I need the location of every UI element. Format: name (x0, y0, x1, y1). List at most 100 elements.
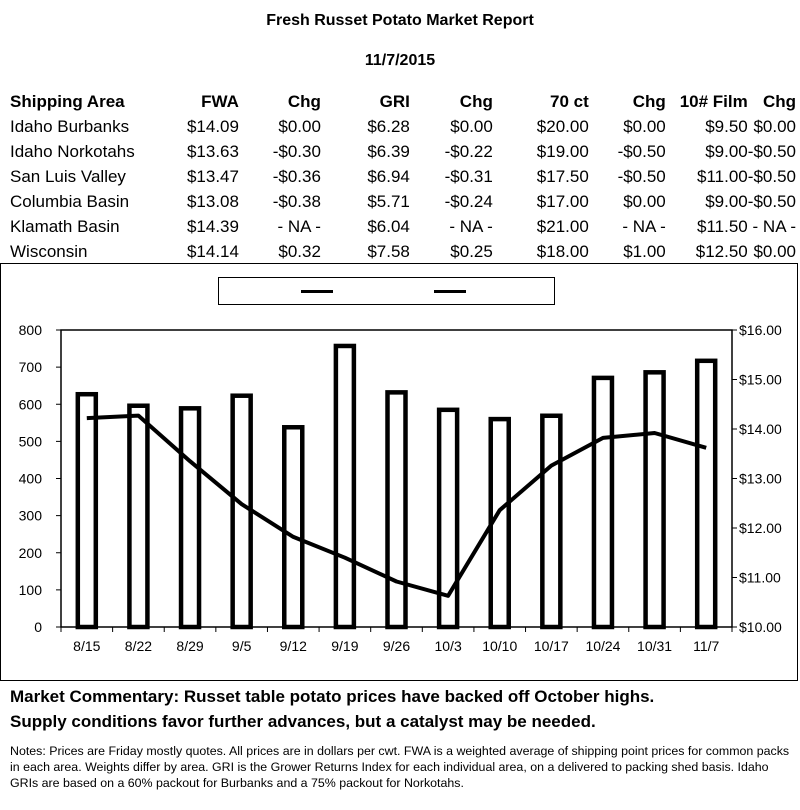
market-commentary: Market Commentary: Russet table potato p… (10, 684, 795, 734)
table-cell: - NA - (277, 216, 321, 236)
y-left-tick-label: 600 (19, 396, 43, 412)
table-cell: - NA - (752, 216, 796, 236)
notes: Notes: Prices are Friday mostly quotes. … (10, 744, 790, 790)
y-right-tick-label: $12.00 (739, 520, 782, 536)
table-cell: Klamath Basin (10, 216, 120, 236)
y-left-tick-label: 300 (19, 508, 43, 524)
price-table: Shipping Area FWA Chg GRI Chg 70 ct Chg … (10, 92, 796, 264)
table-cell: -$0.50 (747, 166, 796, 186)
y-right-tick-label: $13.00 (739, 471, 782, 487)
bar (282, 425, 305, 630)
table-row: Idaho Burbanks $14.09 $0.00 $6.28 $0.00 … (10, 114, 796, 139)
table-cell: $0.32 (278, 241, 321, 261)
table-cell: -$0.22 (444, 141, 493, 161)
table-cell: - NA - (449, 216, 493, 236)
x-tick-label: 9/19 (331, 638, 358, 654)
table-row: Klamath Basin $14.39 - NA - $6.04 - NA -… (10, 214, 796, 239)
x-tick-label: 10/10 (482, 638, 517, 654)
x-tick-label: 10/31 (637, 638, 672, 654)
x-tick-label: 11/7 (693, 638, 719, 654)
header-fwa: FWA (201, 92, 239, 111)
bar (643, 370, 666, 630)
header-shipping-area: Shipping Area (10, 92, 125, 111)
header-gri: GRI (379, 92, 410, 111)
table-cell: $0.00 (623, 191, 666, 211)
commentary-line: Market Commentary: Russet table potato p… (10, 687, 655, 706)
bar (385, 390, 408, 630)
table-cell: Idaho Norkotahs (10, 141, 135, 161)
y-right-tick-label: $11.00 (739, 570, 781, 586)
table-cell: $11.00 (697, 166, 748, 186)
y-left-tick-label: 100 (19, 582, 43, 598)
x-tick-label: 10/17 (534, 638, 569, 654)
table-cell: $9.00 (705, 191, 748, 211)
table-cell: $0.25 (450, 241, 493, 261)
bar (694, 358, 718, 630)
table-cell: $6.04 (367, 216, 410, 236)
y-right-tick-label: $15.00 (739, 372, 782, 388)
table-cell: San Luis Valley (10, 166, 126, 186)
table-cell: -$0.50 (617, 141, 666, 161)
x-tick-label: 8/29 (176, 638, 203, 654)
y-left-tick-label: 400 (19, 471, 43, 487)
table-cell: $13.63 (186, 141, 239, 161)
table-row: Columbia Basin $13.08 -$0.38 $5.71 -$0.2… (10, 189, 796, 214)
table-cell: Idaho Burbanks (10, 116, 130, 136)
table-cell: $6.28 (367, 116, 410, 136)
x-tick-label: 9/5 (232, 638, 252, 654)
combo-chart: 0 100 200 300 400 500 600 700 800 $10.00 $11.00 $12… (19, 322, 782, 654)
table-row: San Luis Valley $13.47 -$0.36 $6.94 -$0.… (10, 164, 796, 189)
x-tick-label: 10/3 (434, 638, 461, 654)
header-gri-chg: Chg (459, 92, 493, 111)
table-cell: $0.00 (450, 116, 493, 136)
y-right-tick-label: $16.00 (739, 322, 782, 338)
header-fwa-chg: Chg (287, 92, 321, 111)
table-cell: -$0.50 (617, 166, 666, 186)
bar (178, 406, 202, 630)
table-cell: -$0.31 (444, 166, 493, 186)
table-cell: -$0.30 (272, 141, 321, 161)
x-tick-label: 9/26 (383, 638, 410, 654)
table-cell: $0.00 (623, 116, 666, 136)
legend-swatch-line (434, 290, 466, 293)
table-cell: $6.39 (367, 141, 410, 161)
y-left-tick-label: 500 (19, 433, 43, 449)
table-cell: $21.00 (536, 216, 589, 236)
table-cell: $17.00 (536, 191, 589, 211)
x-tick-label: 8/15 (73, 638, 100, 654)
bar (230, 393, 253, 630)
table-cell: $12.50 (695, 241, 748, 261)
chart-frame (0, 263, 798, 681)
table-cell: Wisconsin (10, 241, 88, 261)
table-cell: $20.00 (536, 116, 589, 136)
y-right-tick-label: $14.00 (739, 421, 782, 437)
bar (75, 391, 99, 630)
table-cell: $13.47 (186, 166, 239, 186)
table-cell: - NA - (622, 216, 666, 236)
table-cell: $9.50 (705, 116, 748, 136)
y-left-tick-label: 200 (19, 545, 43, 561)
table-cell: $7.58 (367, 241, 410, 261)
y-right-tick-label: $10.00 (739, 619, 782, 635)
y-left-tick-label: 0 (34, 619, 42, 635)
table-cell: -$0.50 (747, 191, 796, 211)
header-10lb-film: 10# Film (679, 92, 748, 111)
price-line (86, 413, 707, 598)
table-cell: $19.00 (536, 141, 589, 161)
table-cell: Columbia Basin (10, 191, 130, 211)
report-date: 11/7/2015 (364, 52, 436, 69)
table-cell: $6.94 (367, 166, 410, 186)
report-title: Fresh Russet Potato Market Report (266, 12, 534, 29)
bar (436, 407, 460, 630)
table-cell: $0.00 (753, 116, 796, 136)
bar (127, 403, 150, 630)
bar (540, 413, 563, 630)
table-row: Idaho Norkotahs $13.63 -$0.30 $6.39 -$0.… (10, 139, 796, 164)
table-cell: $9.00 (705, 141, 748, 161)
table-cell: $0.00 (753, 241, 796, 261)
table-cell: $18.00 (536, 241, 589, 261)
header-film-chg: Chg (762, 92, 796, 111)
y-left-tick-label: 800 (19, 322, 43, 338)
table-row: Wisconsin $14.14 $0.32 $7.58 $0.25 $18.0… (10, 239, 796, 264)
table-cell: -$0.38 (272, 191, 321, 211)
